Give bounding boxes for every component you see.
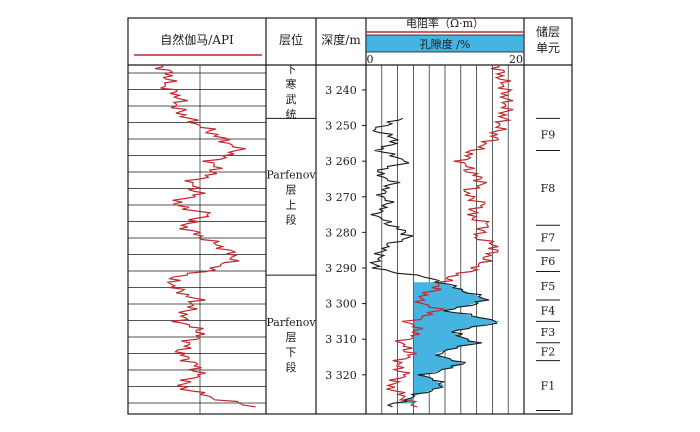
depth-column: 3 240 3 250 3 260 3 270 3 280 3 290 3 300 3 310… xyxy=(325,84,366,382)
depth-tick-label: 3 250 xyxy=(325,120,357,133)
layer-name-text: 武 xyxy=(286,93,297,106)
log-curves xyxy=(154,64,514,408)
layer-name-text: 段 xyxy=(286,212,297,226)
header-layer: 层位 xyxy=(279,32,303,47)
layer-name-text: 上 xyxy=(286,198,297,211)
res-scale-max: 20 xyxy=(509,53,523,66)
unit-label-f7: F7 xyxy=(541,232,556,245)
unit-label-f1: F1 xyxy=(541,380,556,393)
depth-tick-label: 3 240 xyxy=(325,84,357,97)
porosity-pay-zone-fill xyxy=(396,282,500,404)
layer-name-text: 寒 xyxy=(286,77,297,91)
column-separators xyxy=(128,18,572,414)
depth-tick-label: 3 310 xyxy=(325,333,357,346)
layer-name-text: Parfenov xyxy=(266,168,316,181)
unit-label-f6: F6 xyxy=(541,255,556,268)
resistivity-curve xyxy=(385,64,514,408)
depth-tick-label: 3 320 xyxy=(325,369,357,382)
header-unit-line2: 单元 xyxy=(536,41,560,55)
porosity-header-swatch xyxy=(365,34,525,53)
layer-name-text: 统 xyxy=(286,108,297,121)
layer-name-text: 段 xyxy=(286,360,297,374)
layer-name-text: Parfenov xyxy=(266,316,316,329)
header-unit-line1: 储层 xyxy=(536,24,560,39)
header-porosity: 孔隙度 /% xyxy=(420,37,471,51)
header-depth: 深度/m xyxy=(321,32,361,47)
header-gr: 自然伽马/API xyxy=(160,32,234,47)
depth-tick-label: 3 290 xyxy=(325,262,357,275)
gr-curve xyxy=(154,64,256,408)
porosity-curve xyxy=(368,117,498,408)
gr-track-grid xyxy=(128,65,266,414)
figure-border xyxy=(127,17,573,415)
depth-tick-label: 3 270 xyxy=(325,191,357,204)
layer-name-text: 下 xyxy=(286,63,297,76)
layer-name-text: 层 xyxy=(286,331,297,344)
header-resistivity: 电阻率（Ω·m） xyxy=(406,16,484,30)
layer-name-text: 层 xyxy=(286,183,297,196)
res-track-grid xyxy=(381,65,509,414)
depth-tick-label: 3 300 xyxy=(325,298,357,311)
unit-label-f2: F2 xyxy=(541,346,556,359)
depth-tick-label: 3 260 xyxy=(325,155,357,168)
header-row: 自然伽马/API 层位 深度/m 电阻率（Ω·m） 孔隙度 /% 0 20 储层… xyxy=(134,16,560,66)
unit-label-f5: F5 xyxy=(541,280,556,293)
unit-label-f3: F3 xyxy=(541,326,556,339)
unit-label-f9: F9 xyxy=(541,128,556,141)
res-scale-min: 0 xyxy=(367,53,374,66)
unit-label-f8: F8 xyxy=(541,182,556,195)
layer-name-text: 下 xyxy=(286,346,297,359)
reservoir-unit-column: F9 F8 F7 F6 F5 F4 F3 F2 F1 xyxy=(536,117,560,411)
unit-label-f4: F4 xyxy=(541,305,556,318)
depth-tick-label: 3 280 xyxy=(325,226,357,239)
